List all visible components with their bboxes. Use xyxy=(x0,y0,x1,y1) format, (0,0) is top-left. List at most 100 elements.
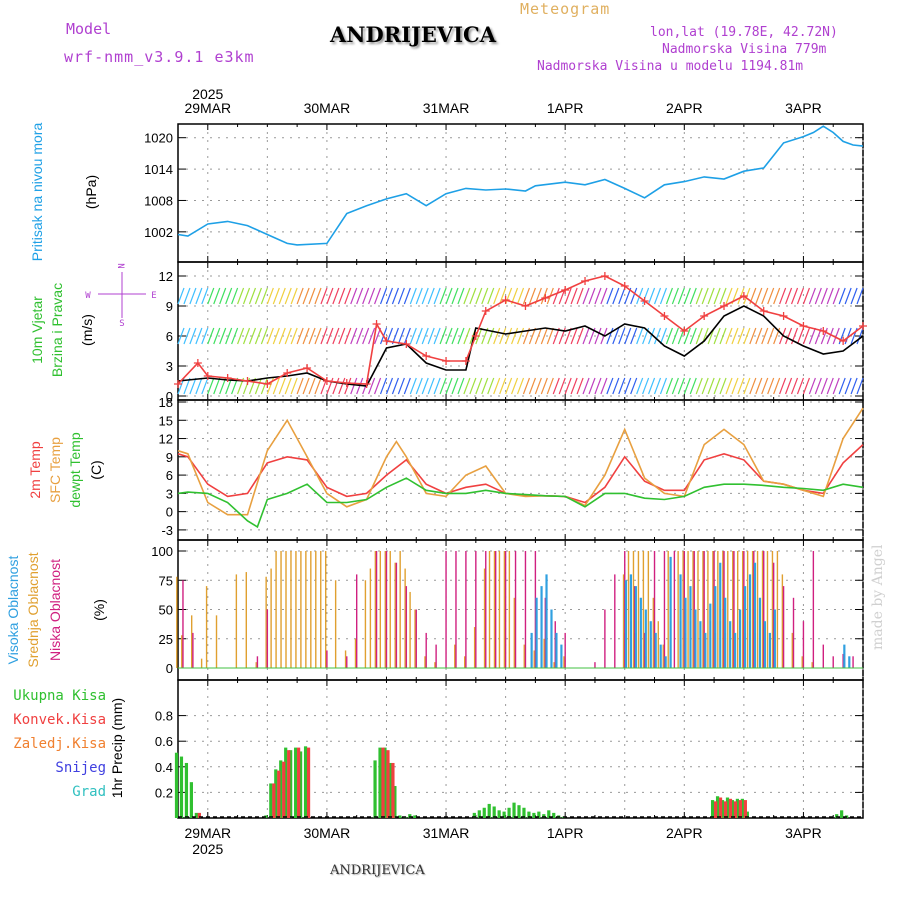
pressure-line xyxy=(177,125,864,246)
y-tick-label: 1014 xyxy=(144,162,173,177)
wind-barb xyxy=(528,377,536,395)
wind-gust-marker xyxy=(243,377,252,385)
wind-barb xyxy=(505,287,513,305)
wind-barb xyxy=(576,287,584,305)
wind-barb xyxy=(415,287,423,305)
bottom-date-label: 2APR xyxy=(666,825,703,841)
wind-barb xyxy=(445,327,453,345)
wind-barb xyxy=(463,377,471,395)
compass-w: W xyxy=(85,291,91,301)
wind-barb xyxy=(612,327,620,345)
wind-barb xyxy=(284,327,292,345)
wind-barb xyxy=(636,377,644,395)
wind-barb xyxy=(362,287,370,305)
wind-barb xyxy=(594,377,602,395)
total-precip-bar xyxy=(730,800,735,818)
total-precip-bar xyxy=(174,752,179,818)
wind-gust-marker xyxy=(799,322,808,330)
wind-barb xyxy=(260,287,268,305)
wind-barb xyxy=(683,327,691,345)
wind-barb xyxy=(403,377,411,395)
wind-unit: (m/s) xyxy=(79,314,95,346)
total-precip-bar xyxy=(552,812,556,818)
wind-barb xyxy=(487,377,495,395)
wind-gust-marker xyxy=(620,282,629,290)
wind-barb xyxy=(761,327,769,345)
wind-barb xyxy=(796,327,805,345)
model-label: Model xyxy=(66,20,112,38)
compass-e: E xyxy=(151,291,156,301)
wind-barb xyxy=(606,377,614,395)
convective-precip-bar xyxy=(272,783,276,818)
wind-barb xyxy=(814,377,822,395)
wind-barb xyxy=(552,377,560,395)
wind-barb xyxy=(433,287,441,305)
wind-barb xyxy=(314,327,322,345)
wind-gust-marker xyxy=(471,332,480,340)
convective-precip-bar xyxy=(287,750,291,818)
total-precip-bar xyxy=(269,783,273,818)
wind-barb xyxy=(457,377,465,395)
total-precip-bar xyxy=(482,807,486,818)
wind-gust-marker xyxy=(541,294,550,302)
wind-barb xyxy=(409,287,417,305)
wind-barb xyxy=(725,327,733,345)
wind-barb xyxy=(469,377,477,395)
wind-barb xyxy=(856,327,864,345)
wind-barb xyxy=(511,377,519,395)
wind-barb xyxy=(374,377,382,395)
wind-barb xyxy=(302,377,310,395)
wind-barb xyxy=(719,327,727,345)
wind-barb xyxy=(540,287,548,305)
wind-title-line2: Brzina i Pravac xyxy=(49,283,65,377)
wind-barb xyxy=(755,287,763,305)
wind-barb xyxy=(659,327,668,345)
wind-barb xyxy=(659,287,668,305)
wind-barb xyxy=(796,377,805,395)
wind-barb xyxy=(195,327,203,345)
bottom-date-label: 30MAR xyxy=(304,825,351,841)
wind-barb xyxy=(481,287,489,305)
wind-barb xyxy=(707,377,715,395)
wind-barb xyxy=(475,377,483,395)
wind-barb xyxy=(701,377,709,395)
wind-gust-marker xyxy=(203,372,212,380)
wind-barb xyxy=(463,287,471,305)
wind-barb xyxy=(528,327,536,345)
convective-precip-bar xyxy=(728,798,733,818)
wind-barb xyxy=(683,287,691,305)
top-date-label: 1APR xyxy=(547,100,584,116)
wind-barb xyxy=(362,327,370,345)
wind-barb xyxy=(391,377,399,395)
total-precip-bar xyxy=(179,756,184,818)
top-year-label: 2025 xyxy=(192,86,223,102)
wind-barb xyxy=(237,287,245,305)
wind-barb xyxy=(248,327,257,345)
wind-barb xyxy=(296,377,304,395)
precip-legend-item: Konvek.Kisa xyxy=(13,712,106,728)
wind-gust-marker xyxy=(759,307,768,315)
wind-barb xyxy=(600,287,608,305)
wind-barb xyxy=(850,287,858,305)
wind-barb xyxy=(767,287,775,305)
total-precip-bar xyxy=(527,811,531,818)
wind-barb xyxy=(272,377,280,395)
wind-barb xyxy=(767,327,775,345)
wind-barb xyxy=(219,287,227,305)
temp-unit: (C) xyxy=(88,460,104,479)
total-precip-bar xyxy=(715,796,720,818)
wind-barb xyxy=(516,377,525,395)
total-precip-bar xyxy=(472,812,476,818)
convective-precip-bar xyxy=(718,797,723,818)
wind-barb xyxy=(796,287,805,305)
wind-barb xyxy=(761,377,769,395)
total-precip-bar xyxy=(517,805,521,818)
wind-barb xyxy=(785,327,793,345)
wind-barb xyxy=(522,377,531,395)
wind-gust-marker xyxy=(461,357,470,365)
wind-gust-marker xyxy=(859,322,867,330)
wind-gust-marker xyxy=(402,340,411,348)
wind-gust-marker xyxy=(174,380,182,388)
wind-barb xyxy=(731,377,739,395)
wind-barb xyxy=(350,287,358,305)
